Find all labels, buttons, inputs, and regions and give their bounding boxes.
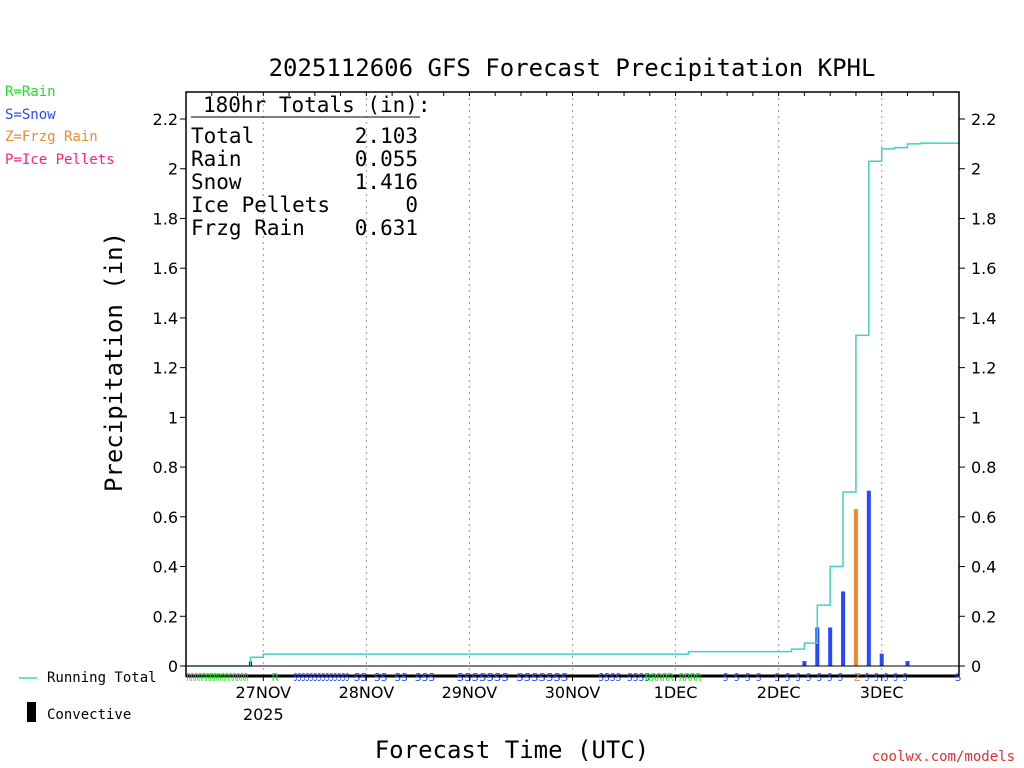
y-tick-label-right: 1.2 [971, 359, 996, 378]
x-tick-label: 28NOV [339, 683, 395, 702]
ptype-letters: SSSSSSSSSSSSSS [293, 671, 349, 684]
convective-swatch [27, 702, 36, 722]
y-tick-label-left: 0 [168, 657, 178, 676]
precip-bar [853, 509, 858, 666]
y-tick-label-left: 0.2 [153, 607, 178, 626]
totals-box: 180hr Totals (in): Total 2.103 Rain 0.055 Sn… [191, 93, 431, 240]
y-tick-label-left: 1.4 [153, 309, 178, 328]
x-tick-label: 1DEC [654, 683, 698, 702]
y-tick-label-right: 0.6 [971, 508, 996, 527]
x-axis-ticks: 27NOV 2025 28NOV 29NOV 30NOV 1DEC 2DEC 3DEC [185, 92, 960, 724]
precip-bar [905, 661, 910, 666]
x-tick-label: 2DEC [757, 683, 801, 702]
y-tick-label-left: 1 [168, 408, 178, 427]
y-tick-label-right: 2 [971, 160, 981, 179]
credit-text: coolwx.com/models [872, 749, 1015, 765]
precip-bars [248, 490, 910, 666]
y-tick-label-right: 1.4 [971, 309, 996, 328]
y-tick-label-right: 0.4 [971, 558, 996, 577]
y-tick-label-left: 2.2 [153, 110, 178, 129]
x-tick-label: 3DEC [860, 683, 904, 702]
y-tick-label-left: 0.4 [153, 558, 178, 577]
ptype-letters: SSSSSSS SSSSSSS [457, 671, 569, 684]
x-tick-label: 27NOV [236, 683, 292, 702]
ptype-letters: SSSS SSSS [598, 671, 650, 684]
precip-bar [815, 627, 820, 666]
x-tick-label: 29NOV [442, 683, 498, 702]
totals-header: 180hr Totals (in): [203, 93, 431, 117]
running-total-legend-label: Running Total [47, 670, 157, 686]
x-tick-label: 30NOV [545, 683, 601, 702]
y-tick-label-right: 2.2 [971, 110, 996, 129]
totals-row-value: 0.055 [355, 147, 418, 171]
y-axis-label: Precipitation (in) [100, 232, 128, 492]
running-total-series [186, 142, 959, 667]
y-tick-label-left: 1.6 [153, 259, 178, 278]
precip-bar [828, 627, 833, 666]
totals-row-label: Total [191, 124, 254, 148]
y-axis-ticks: 0 0 0.2 0.2 0.4 0.4 0.6 0.6 0.8 0.8 1 1 1.2 1.2 1.4 1.4… [153, 110, 997, 676]
y-tick-label-right: 1.8 [971, 209, 996, 228]
totals-row-value: 0 [405, 193, 418, 217]
chart-title: 2025112606 GFS Forecast Precipitation KP… [269, 54, 876, 82]
ptype-letters: RRRRR RRRR [646, 671, 702, 684]
legend-rain: R=Rain [5, 84, 56, 100]
totals-row-value: 1.416 [355, 170, 418, 194]
totals-row-label: Ice Pellets [191, 193, 330, 217]
ptype-letters: S [955, 671, 962, 684]
convective-legend-label: Convective [47, 707, 131, 723]
precip-bar [879, 653, 884, 666]
y-tick-label-left: 2 [168, 160, 178, 179]
legend-frzg-rain: Z=Frzg Rain [5, 129, 98, 145]
ptype-letters: RRRRRRRRRRRRRRRR [187, 671, 249, 684]
totals-row-label: Snow [191, 170, 242, 194]
y-tick-label-left: 0.8 [153, 458, 178, 477]
ptype-strip: RRRRRRRRRRRRRRRR R SSSSSSSSSSSSSS SS SS SS … [187, 671, 961, 684]
y-tick-label-left: 1.8 [153, 209, 178, 228]
ptype-legend: R=Rain S=Snow Z=Frzg Rain P=Ice Pellets [5, 84, 115, 168]
totals-row-label: Frzg Rain [191, 216, 305, 240]
bottom-legend: Running Total Convective [19, 670, 157, 723]
ptype-letters: R [272, 671, 279, 684]
plot-frame [185, 91, 960, 677]
totals-row-value: 0.631 [355, 216, 418, 240]
precip-bar [866, 490, 871, 666]
legend-snow: S=Snow [5, 107, 56, 123]
legend-ice-pellets: P=Ice Pellets [5, 152, 115, 168]
y-tick-label-right: 0 [971, 657, 981, 676]
grid-lines [262, 92, 883, 676]
totals-rows: Total 2.103 Rain 0.055 Snow 1.416 Ice Pellets 0… [191, 124, 418, 240]
totals-row-value: 2.103 [355, 124, 418, 148]
x-axis-label: Forecast Time (UTC) [375, 736, 650, 764]
totals-row-label: Rain [191, 147, 242, 171]
running-total-line [186, 142, 959, 667]
x-tick-sublabel: 2025 [243, 705, 284, 724]
ptype-letters: Z [854, 671, 861, 684]
y-tick-label-left: 1.2 [153, 359, 178, 378]
precip-bar [841, 591, 846, 666]
y-tick-label-right: 1.6 [971, 259, 996, 278]
ptype-letters: S S S S S S S [774, 671, 843, 684]
y-tick-label-right: 1 [971, 408, 981, 427]
y-tick-label-left: 0.6 [153, 508, 178, 527]
ptype-letters: S S S S [723, 671, 762, 684]
ptype-letters: SS SS SS SSS [353, 671, 435, 684]
y-tick-label-right: 0.8 [971, 458, 996, 477]
ptype-letters: S S S S S [865, 671, 908, 684]
precip-bar [802, 661, 807, 666]
y-tick-label-right: 0.2 [971, 607, 996, 626]
